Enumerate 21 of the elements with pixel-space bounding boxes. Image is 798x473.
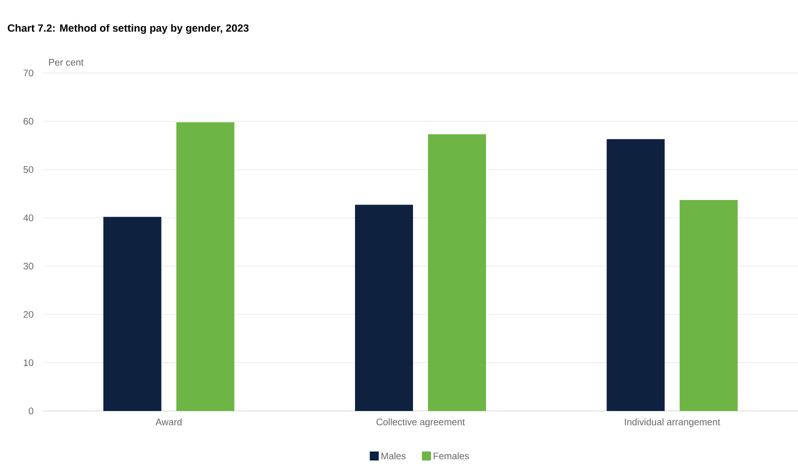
bar — [355, 204, 414, 411]
y-tick-label: 10 — [24, 359, 34, 366]
y-axis-title: Per cent — [49, 59, 84, 66]
legend-label: Males — [382, 452, 406, 460]
chart-title: Chart 7.2: Method of setting pay by gender, 2023 — [8, 24, 249, 34]
legend-label: Females — [434, 452, 469, 460]
y-tick-label: 0 — [28, 408, 34, 414]
bar — [680, 200, 738, 411]
x-tick-label: Award — [156, 418, 182, 426]
y-tick-label: 20 — [24, 311, 34, 318]
bar — [606, 139, 665, 411]
y-tick-label: 50 — [24, 166, 34, 173]
y-tick-label: 30 — [23, 262, 34, 270]
y-tick-label: 40 — [23, 214, 34, 222]
y-tick-label: 60 — [24, 118, 34, 125]
bar — [176, 122, 234, 411]
bar — [428, 134, 486, 411]
y-tick-label: 70 — [24, 70, 34, 76]
x-tick-label: Collective agreement — [376, 418, 465, 428]
bar — [103, 216, 162, 411]
x-tick-label: Individual arrangement — [624, 418, 720, 428]
